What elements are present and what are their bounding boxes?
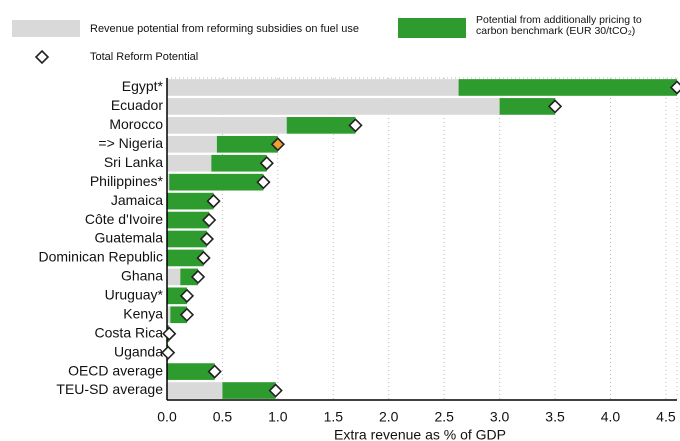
marker [270, 137, 286, 152]
marker [259, 156, 274, 171]
bar [167, 287, 187, 305]
x-tick-label: 1.0 [268, 409, 288, 425]
x-tick-label: 0.5 [213, 409, 233, 425]
bar [167, 192, 214, 210]
y-tick-label: => Nigeria [98, 135, 163, 151]
legend-label: Potential from additionally pricing to c… [476, 14, 642, 37]
y-tick-label: Dominican Republic [38, 249, 163, 265]
y-tick-label: TEU-SD average [56, 381, 163, 397]
marker [199, 231, 215, 247]
x-tick-label: 1.5 [324, 409, 344, 425]
bar [170, 306, 187, 324]
y-tick-label: Guatemala [95, 230, 164, 246]
marker [547, 99, 563, 114]
bar [169, 173, 264, 191]
marker [268, 383, 283, 398]
x-tick-label: 3.0 [490, 409, 510, 425]
legend-label: Total Reform Potential [90, 51, 199, 63]
bar [167, 135, 217, 153]
y-tick-label: Uganda [114, 343, 163, 359]
y-tick-label: Jamaica [111, 192, 163, 208]
x-tick-label: 2.5 [434, 409, 454, 425]
y-tick-label: Morocco [109, 116, 163, 132]
y-tick-label: Egypt* [122, 78, 164, 94]
bar [211, 154, 267, 172]
bar [167, 268, 181, 286]
bar [167, 211, 210, 229]
bar [222, 382, 276, 399]
marker [256, 175, 271, 190]
bar [458, 79, 677, 96]
x-tick-label: 4.5 [656, 409, 676, 425]
bar [167, 98, 500, 115]
legend-swatch [12, 20, 80, 37]
bar [499, 98, 556, 115]
x-axis-title: Extra revenue as % of GDP [334, 427, 506, 441]
y-tick-label: Ecuador [111, 97, 163, 113]
marker [348, 118, 363, 133]
bar [167, 117, 287, 134]
legend-swatch [398, 18, 466, 38]
x-tick-label: 4.0 [601, 409, 621, 425]
bar [167, 249, 204, 267]
marker [162, 326, 177, 341]
y-tick-label: Costa Rica [95, 324, 164, 340]
bar [216, 135, 278, 153]
bar [167, 154, 212, 172]
bar [180, 268, 199, 286]
y-tick-label: Sri Lanka [104, 154, 163, 170]
y-tick-label: Côte d'Ivoire [85, 211, 163, 227]
marker [179, 288, 195, 303]
marker [669, 80, 680, 95]
bar [167, 230, 207, 248]
x-tick-label: 3.5 [545, 409, 565, 425]
marker [196, 250, 211, 266]
bar [167, 363, 215, 380]
legend-marker [34, 49, 50, 65]
y-tick-label: Ghana [121, 268, 163, 284]
marker [179, 307, 195, 322]
marker [206, 193, 221, 209]
bar [167, 173, 170, 191]
bar [167, 306, 171, 324]
bar [286, 117, 356, 134]
legend-label: Revenue potential from reforming subsidi… [90, 23, 360, 35]
marker [207, 364, 222, 379]
x-tick-label: 2.0 [379, 409, 399, 425]
marker [201, 212, 217, 228]
marker [190, 269, 206, 285]
x-tick-label: 0.0 [157, 409, 177, 425]
bar [167, 79, 459, 96]
bar [167, 382, 223, 399]
y-tick-label: OECD average [68, 362, 163, 378]
y-tick-label: Philippines* [90, 173, 164, 189]
y-tick-label: Uruguay* [105, 287, 164, 303]
marker [160, 345, 176, 360]
y-tick-label: Kenya [123, 305, 163, 321]
